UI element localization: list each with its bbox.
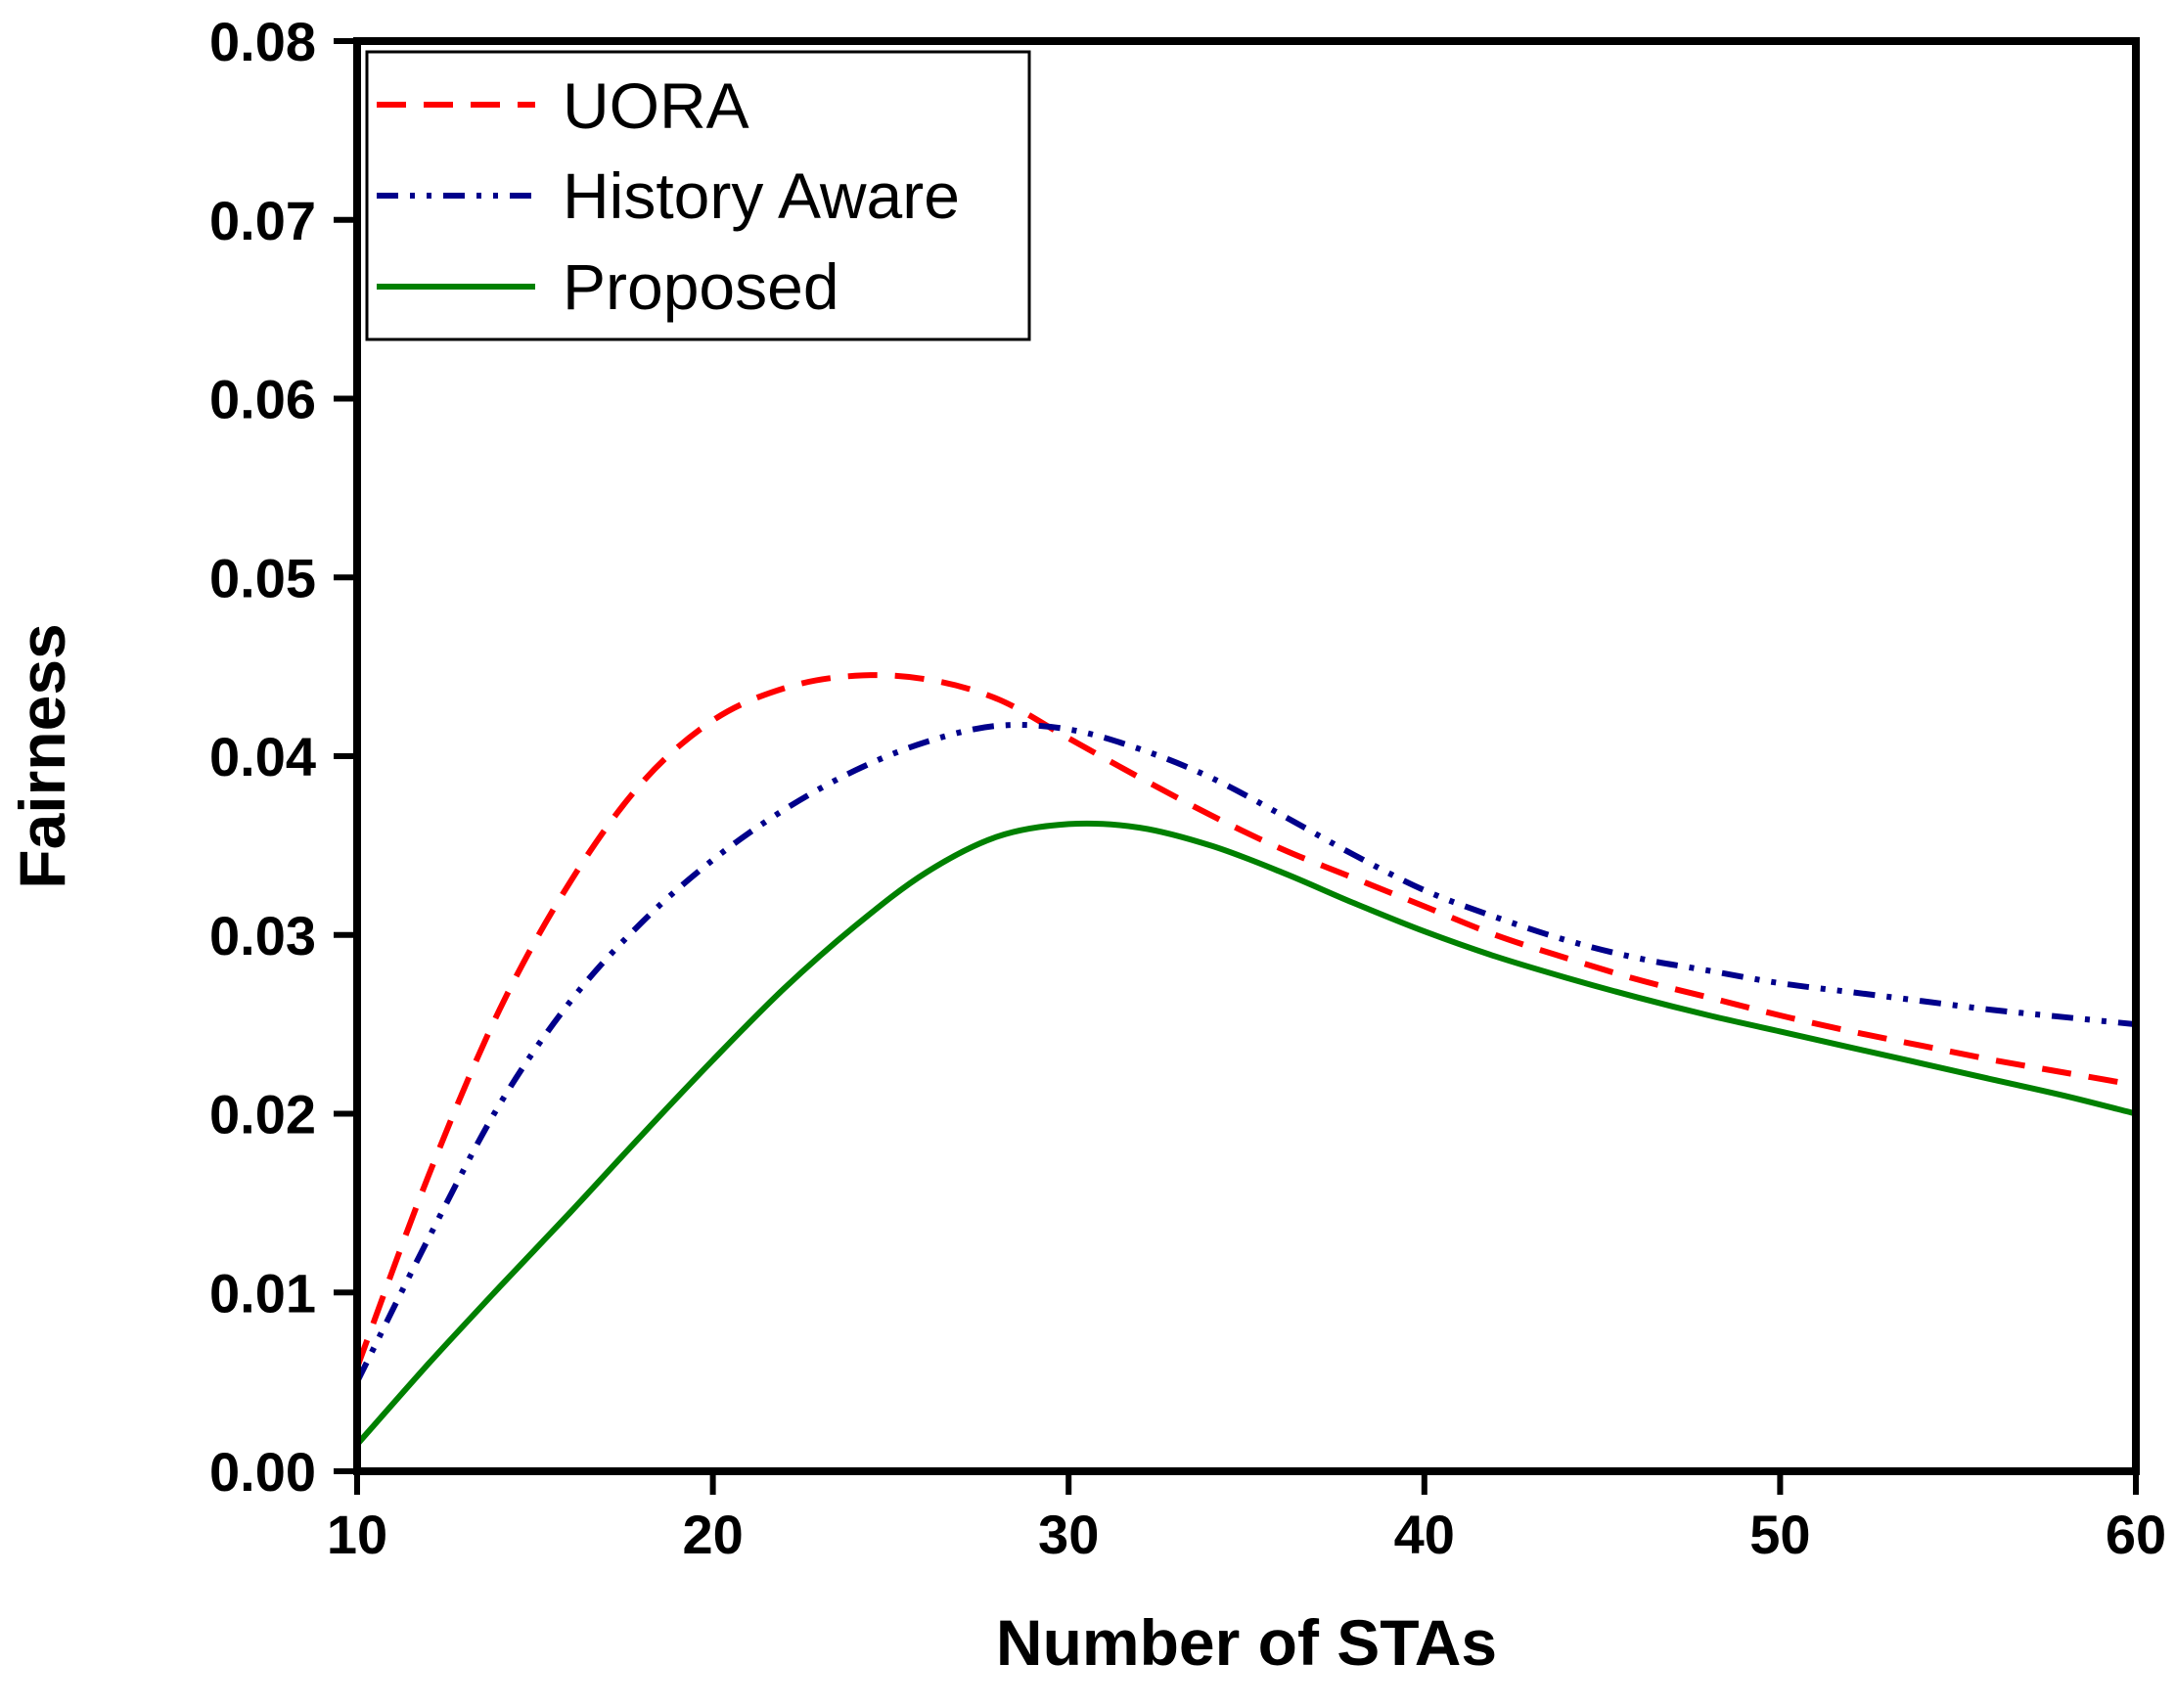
x-tick-label: 60: [2106, 1504, 2166, 1565]
legend-label-history-aware: History Aware: [563, 159, 960, 232]
series-line-uora: [354, 672, 2137, 1370]
legend: UORA History Aware Proposed: [365, 50, 1031, 341]
x-tick-label: 20: [682, 1504, 743, 1565]
series-line-proposed: [354, 820, 2137, 1447]
y-tick-label: 0.03: [209, 905, 316, 966]
y-tick-label: 0.02: [209, 1084, 316, 1146]
x-tick-label: 30: [1038, 1504, 1099, 1565]
series-lines: [354, 672, 2137, 1447]
x-tick-label: 50: [1749, 1504, 1810, 1565]
y-tick-label: 0.06: [209, 369, 316, 430]
y-axis-title: Fairness: [6, 623, 78, 888]
y-tick-label: 0.00: [209, 1441, 316, 1503]
y-tick-label: 0.08: [209, 11, 316, 72]
plot-frame: [353, 37, 2140, 1475]
series-line-history-aware: [354, 722, 2137, 1383]
legend-label-uora: UORA: [563, 69, 749, 142]
y-tick-label: 0.07: [209, 190, 316, 251]
x-tick-label: 40: [1394, 1504, 1455, 1565]
x-axis-title: Number of STAs: [996, 1606, 1497, 1679]
y-tick-label: 0.05: [209, 547, 316, 608]
y-axis-tick-labels: 0.00 0.01 0.02 0.03 0.04 0.05 0.06 0.07 0.08: [209, 11, 316, 1503]
legend-label-proposed: Proposed: [563, 250, 839, 323]
x-axis-tick-labels: 10 20 30 40 50 60: [327, 1504, 2166, 1565]
y-tick-label: 0.04: [209, 726, 316, 787]
x-tick-label: 10: [327, 1504, 387, 1565]
y-tick-label: 0.01: [209, 1262, 316, 1324]
